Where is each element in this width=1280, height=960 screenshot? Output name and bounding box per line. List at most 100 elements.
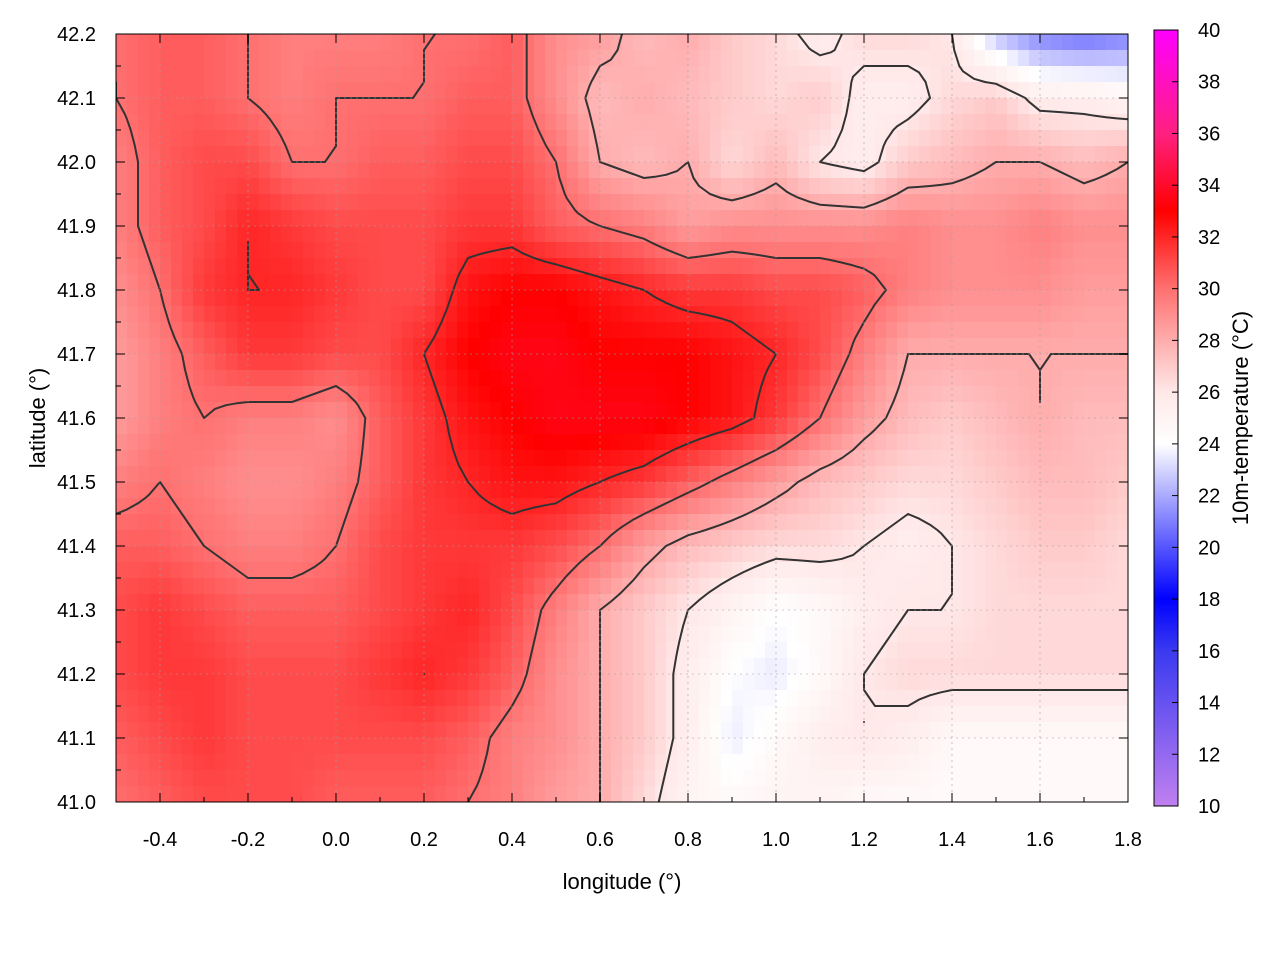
field-cell — [116, 738, 128, 755]
field-cell — [380, 530, 392, 547]
field-cell — [391, 226, 403, 243]
field-cell — [875, 594, 887, 611]
field-cell — [171, 50, 183, 67]
field-cell — [897, 146, 909, 163]
field-cell — [116, 754, 128, 771]
field-cell — [996, 754, 1008, 771]
field-cell — [138, 626, 150, 643]
field-cell — [853, 338, 865, 355]
field-cell — [853, 578, 865, 595]
y-tick-label: 41.6 — [57, 408, 96, 430]
field-cell — [985, 178, 997, 195]
field-cell — [776, 290, 788, 307]
field-cell — [853, 274, 865, 291]
field-cell — [556, 418, 568, 435]
field-cell — [435, 66, 447, 83]
field-cell — [490, 34, 502, 51]
field-cell — [611, 434, 623, 451]
field-cell — [996, 162, 1008, 179]
field-cell — [479, 82, 491, 99]
field-cell — [963, 178, 975, 195]
field-cell — [633, 66, 645, 83]
field-cell — [1062, 450, 1074, 467]
field-cell — [336, 466, 348, 483]
field-cell — [622, 770, 634, 787]
field-cell — [1062, 626, 1074, 643]
field-cell — [116, 578, 128, 595]
field-cell — [1007, 546, 1019, 563]
field-cell — [259, 354, 271, 371]
field-cell — [314, 354, 326, 371]
field-cell — [611, 82, 623, 99]
field-cell — [171, 610, 183, 627]
field-cell — [171, 66, 183, 83]
field-cell — [677, 226, 689, 243]
field-cell — [930, 34, 942, 51]
field-cell — [677, 82, 689, 99]
field-cell — [886, 610, 898, 627]
field-cell — [666, 658, 678, 675]
field-cell — [270, 578, 282, 595]
field-cell — [1007, 370, 1019, 387]
field-cell — [1040, 82, 1052, 99]
field-cell — [413, 386, 425, 403]
field-cell — [325, 226, 337, 243]
field-cell — [666, 434, 678, 451]
field-cell — [600, 754, 612, 771]
field-cell — [600, 162, 612, 179]
field-cell — [633, 690, 645, 707]
field-cell — [149, 610, 161, 627]
field-cell — [974, 466, 986, 483]
field-cell — [512, 466, 524, 483]
field-cell — [633, 322, 645, 339]
field-cell — [1117, 226, 1128, 243]
field-cell — [336, 258, 348, 275]
field-cell — [490, 466, 502, 483]
field-cell — [688, 50, 700, 67]
field-cell — [512, 130, 524, 147]
field-cell — [710, 578, 722, 595]
field-cell — [743, 178, 755, 195]
field-cell — [468, 418, 480, 435]
field-cell — [116, 258, 128, 275]
field-cell — [468, 482, 480, 499]
field-cell — [842, 274, 854, 291]
field-cell — [974, 434, 986, 451]
field-cell — [864, 194, 876, 211]
field-cell — [1062, 322, 1074, 339]
field-cell — [545, 50, 557, 67]
field-cell — [446, 626, 458, 643]
field-cell — [1029, 434, 1041, 451]
field-cell — [336, 754, 348, 771]
field-cell — [644, 722, 656, 739]
field-cell — [248, 162, 260, 179]
field-cell — [765, 386, 777, 403]
field-cell — [138, 370, 150, 387]
field-cell — [149, 210, 161, 227]
field-cell — [1106, 50, 1118, 67]
field-cell — [479, 642, 491, 659]
field-cell — [413, 418, 425, 435]
field-cell — [765, 594, 777, 611]
field-cell — [589, 162, 601, 179]
field-cell — [292, 722, 304, 739]
field-cell — [380, 546, 392, 563]
field-cell — [996, 402, 1008, 419]
field-cell — [655, 674, 667, 691]
field-cell — [512, 194, 524, 211]
field-cell — [534, 306, 546, 323]
field-cell — [314, 66, 326, 83]
field-cell — [127, 162, 139, 179]
field-cell — [446, 562, 458, 579]
field-cell — [985, 194, 997, 211]
field-cell — [325, 386, 337, 403]
field-cell — [820, 386, 832, 403]
field-cell — [578, 98, 590, 115]
field-cell — [567, 594, 579, 611]
field-cell — [886, 322, 898, 339]
field-cell — [523, 722, 535, 739]
field-cell — [237, 578, 249, 595]
field-cell — [886, 114, 898, 131]
field-cell — [501, 418, 513, 435]
field-cell — [1073, 82, 1085, 99]
